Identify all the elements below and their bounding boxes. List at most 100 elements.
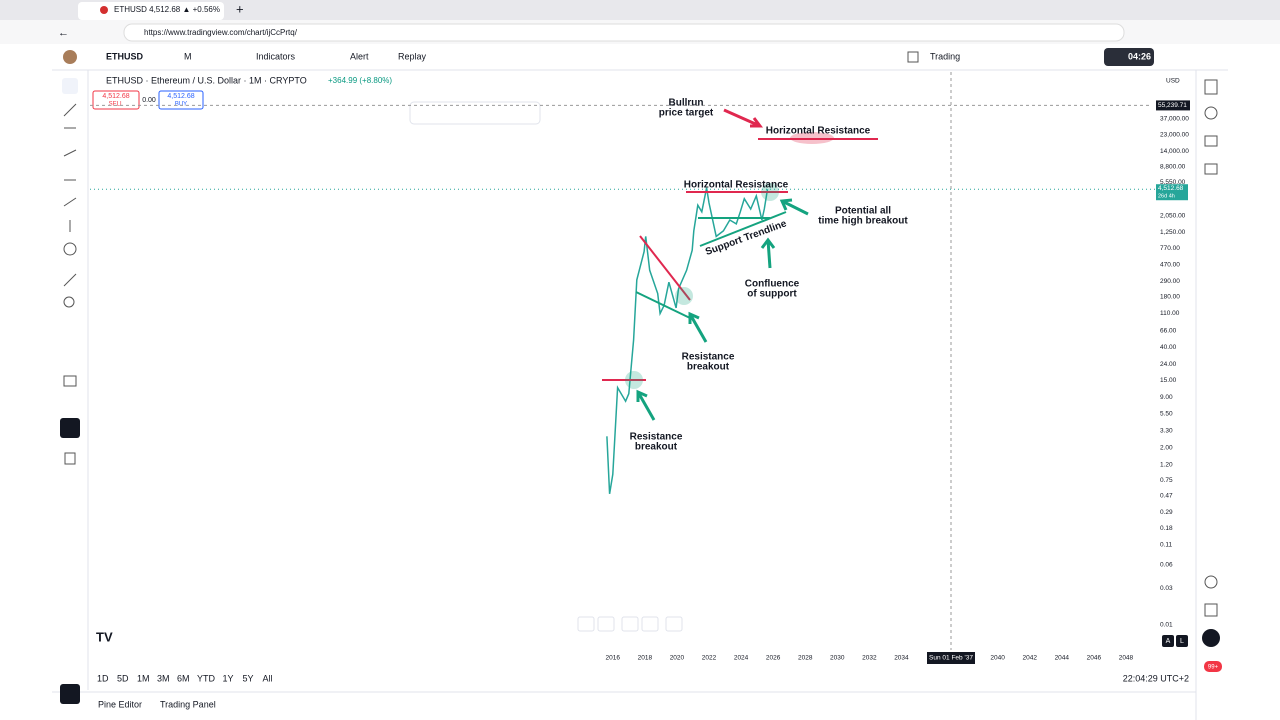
arrow: [688, 311, 708, 343]
sell-button[interactable]: [92, 90, 140, 110]
timer: 04:26: [1128, 51, 1151, 61]
last-price: 4,512.68: [1158, 185, 1184, 192]
x-tick-label: 2040: [990, 655, 1005, 662]
alert-button[interactable]: Alert: [350, 51, 369, 61]
crosshair-price: 55,239.71: [1158, 102, 1187, 109]
crosshair-date: Sun 01 Feb '37: [929, 655, 973, 662]
sell-label: SELL: [109, 102, 124, 108]
log-label: L: [1180, 638, 1184, 645]
sell-price: 4,512.68: [102, 93, 129, 100]
crosshair-price-box: [1156, 100, 1190, 111]
zoom-in[interactable]: [597, 616, 615, 632]
icon-tool[interactable]: [63, 242, 77, 256]
currency: USD: [1166, 78, 1180, 85]
layers[interactable]: [1204, 135, 1218, 147]
auto-scale[interactable]: [1162, 635, 1174, 647]
range-button[interactable]: 1M: [137, 673, 150, 683]
zoom-out[interactable]: [577, 616, 595, 632]
calendar[interactable]: [1204, 603, 1218, 617]
scroll-right[interactable]: [641, 616, 659, 632]
pattern-tool[interactable]: [63, 149, 77, 157]
y-tick-label: 0.29: [1160, 509, 1173, 516]
interval[interactable]: M: [184, 51, 192, 61]
y-tick-label: 0.11: [1160, 541, 1173, 548]
range-button[interactable]: 1Y: [223, 673, 234, 683]
cursor-tool[interactable]: [62, 78, 78, 94]
lock-tool[interactable]: [63, 375, 77, 387]
y-tick-label: 8,800.00: [1160, 164, 1186, 171]
highlight: [761, 183, 779, 201]
y-tick-label: 9.00: [1160, 394, 1173, 401]
brush-tool[interactable]: [63, 197, 77, 207]
panel-tabs: Pine Editor Trading Panel: [98, 699, 216, 709]
y-tick-label: 290.00: [1160, 278, 1180, 285]
y-tick-label: 24.00: [1160, 361, 1177, 368]
y-tick-label: 1.20: [1160, 461, 1173, 468]
y-tick-label: 180.00: [1160, 294, 1180, 301]
zoom-tool[interactable]: [63, 296, 75, 308]
annotation: of support: [747, 289, 797, 300]
favorites[interactable]: [60, 684, 80, 704]
tab-title: ETHUSD 4,512.68 ▲ +0.56%: [114, 5, 220, 14]
panel-tab[interactable]: Trading Panel: [160, 699, 216, 709]
drawings: [602, 108, 878, 421]
indicators-button[interactable]: Indicators: [256, 51, 296, 61]
x-tick-label: 2048: [1119, 655, 1134, 662]
trend-tool[interactable]: [63, 103, 77, 117]
chats[interactable]: [1204, 163, 1218, 175]
checkbox[interactable]: [907, 51, 919, 63]
y-tick-label: 0.47: [1160, 493, 1173, 500]
panel-tab[interactable]: Pine Editor: [98, 699, 142, 709]
range-button[interactable]: 5D: [117, 673, 129, 683]
apps[interactable]: [1202, 629, 1220, 647]
buy-price: 4,512.68: [167, 93, 194, 100]
reset[interactable]: [665, 616, 683, 632]
range-bar: 1D 5D 1M 3M 6M YTD 1Y 5Y All: [97, 673, 273, 683]
y-tick-label: 0.18: [1160, 525, 1173, 532]
scroll-left[interactable]: [621, 616, 639, 632]
x-tick-label: 2020: [670, 655, 685, 662]
y-tick-label: 14,000.00: [1160, 148, 1189, 155]
spread: 0.00: [142, 97, 156, 104]
delete-tool[interactable]: [64, 452, 76, 465]
y-tick-label: 15.00: [1160, 377, 1177, 384]
back-button[interactable]: ←: [58, 27, 69, 39]
symbol[interactable]: ETHUSD: [106, 51, 144, 61]
tab[interactable]: [78, 2, 224, 20]
timer-box[interactable]: [1104, 48, 1154, 66]
drawing-floating-toolbar[interactable]: [409, 101, 541, 125]
range-button[interactable]: All: [263, 673, 273, 683]
legend-change: +364.99 (+8.80%): [328, 76, 392, 85]
avatar[interactable]: [63, 50, 77, 64]
new-tab[interactable]: +: [236, 1, 244, 16]
measure-tool[interactable]: [63, 273, 77, 287]
range-button[interactable]: 6M: [177, 673, 190, 683]
clock: 22:04:29 UTC+2: [1123, 673, 1189, 683]
alerts[interactable]: [1204, 106, 1218, 120]
y-tick-label: 0.03: [1160, 585, 1173, 592]
link-tool[interactable]: [60, 418, 80, 438]
url: https://www.tradingview.com/chart/ijCcPr…: [144, 28, 298, 37]
legend-title: ETHUSD · Ethereum / U.S. Dollar · 1M · C…: [106, 75, 307, 85]
address-bar[interactable]: [123, 23, 1125, 42]
hotlist[interactable]: [1204, 575, 1218, 589]
replay-button[interactable]: Replay: [398, 51, 427, 61]
zoom-controls: [577, 616, 683, 632]
trading-button[interactable]: Trading: [930, 51, 960, 61]
watchlist[interactable]: [1204, 79, 1218, 95]
buy-button[interactable]: [158, 90, 204, 110]
tab-icon: [100, 6, 108, 14]
drawing-tools: [60, 78, 80, 704]
range-button[interactable]: 5Y: [243, 673, 254, 683]
range-button[interactable]: YTD: [197, 673, 216, 683]
buy-label: BUY: [175, 102, 187, 108]
log-scale[interactable]: [1176, 635, 1188, 647]
x-tick-label: 2016: [606, 655, 621, 662]
countdown: 26d 4h: [1158, 194, 1175, 200]
highlight: [675, 287, 693, 305]
x-tick-label: 2022: [702, 655, 717, 662]
annotation: Resistance: [682, 352, 735, 363]
range-button[interactable]: 1D: [97, 673, 109, 683]
range-button[interactable]: 3M: [157, 673, 170, 683]
